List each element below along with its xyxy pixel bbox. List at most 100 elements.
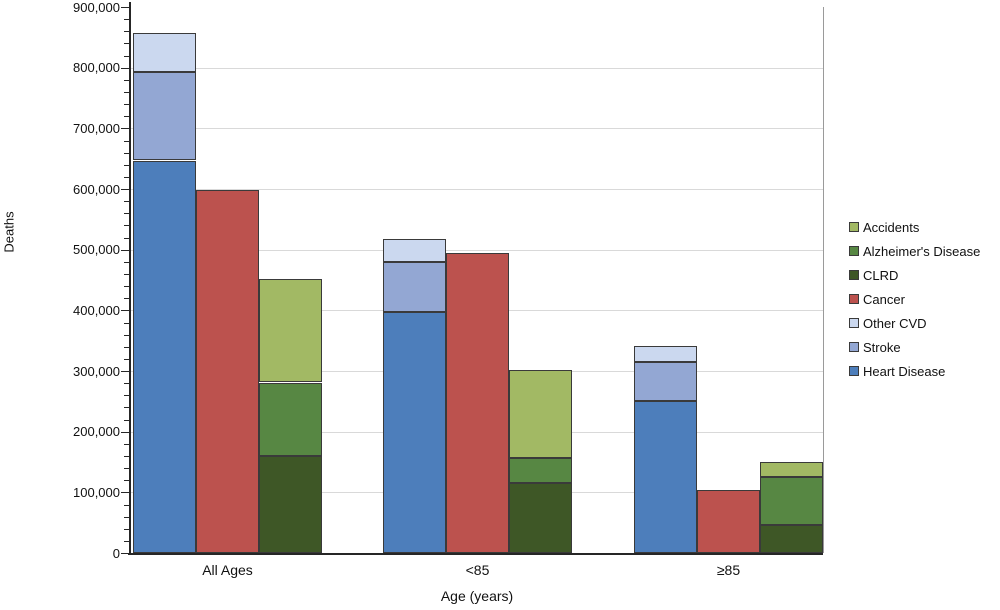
bar-segment-heart-disease	[634, 400, 697, 553]
y-minor-tick	[124, 273, 129, 275]
y-minor-tick	[124, 237, 129, 239]
y-tick-label: 400,000	[73, 302, 120, 318]
legend-item-other-cvd: Other CVD	[849, 315, 980, 331]
y-tick-label: 100,000	[73, 484, 120, 500]
y-tick-label: 900,000	[73, 0, 120, 15]
y-minor-tick	[124, 419, 129, 421]
y-major-tick	[121, 492, 129, 494]
y-minor-tick	[124, 104, 129, 106]
y-tick-label: 0	[112, 545, 120, 561]
y-minor-tick	[124, 116, 129, 118]
bar-segment-alzheimer-s-disease	[259, 382, 322, 456]
legend-item-clrd: CLRD	[849, 267, 980, 283]
y-major-tick	[121, 553, 129, 554]
y-major-tick	[121, 189, 129, 190]
y-minor-tick	[124, 152, 129, 154]
y-minor-tick	[124, 176, 129, 178]
y-major-tick	[121, 7, 129, 8]
legend-item-heart-disease: Heart Disease	[849, 363, 980, 379]
bar-segment-other-cvd	[634, 346, 697, 362]
gridline	[130, 67, 823, 69]
y-minor-tick	[124, 383, 129, 385]
y-axis-line	[129, 2, 131, 553]
x-category-label: <85	[465, 562, 490, 578]
y-minor-tick	[124, 225, 129, 227]
y-minor-tick	[124, 358, 129, 360]
legend-item-stroke: Stroke	[849, 339, 980, 355]
y-major-tick	[121, 128, 129, 130]
y-tick-label: 300,000	[73, 363, 120, 379]
y-minor-tick	[124, 528, 129, 530]
legend-label: Accidents	[863, 219, 920, 235]
bar-segment-clrd	[259, 455, 322, 553]
y-minor-tick	[124, 31, 129, 33]
y-minor-tick	[124, 407, 129, 409]
y-major-tick	[121, 67, 129, 69]
legend-swatch-icon	[849, 366, 859, 376]
y-minor-tick	[124, 455, 129, 457]
x-axis-line	[128, 553, 823, 555]
y-minor-tick	[124, 346, 129, 348]
bar-segment-cancer	[446, 252, 509, 553]
y-minor-tick	[124, 322, 129, 324]
x-category-label: ≥85	[716, 562, 741, 578]
y-minor-tick	[124, 201, 129, 203]
legend-item-accidents: Accidents	[849, 219, 980, 235]
legend-swatch-icon	[849, 270, 859, 280]
gridline	[130, 189, 823, 190]
y-minor-tick	[124, 164, 129, 166]
y-minor-tick	[124, 504, 129, 506]
bar-segment-alzheimer-s-disease	[509, 457, 572, 484]
legend-label: Stroke	[863, 339, 901, 355]
bar-segment-heart-disease	[133, 160, 196, 553]
y-minor-tick	[124, 468, 129, 470]
y-tick-label: 700,000	[73, 120, 120, 136]
bar-segment-clrd	[760, 525, 823, 553]
legend-swatch-icon	[849, 294, 859, 304]
legend-label: Cancer	[863, 291, 905, 307]
y-minor-tick	[124, 516, 129, 518]
y-axis-title: Deaths	[1, 211, 17, 253]
bar-segment-stroke	[133, 71, 196, 161]
y-minor-tick	[124, 91, 129, 93]
bar-segment-clrd	[509, 483, 572, 553]
bar-segment-cancer	[196, 189, 259, 553]
y-minor-tick	[124, 334, 129, 336]
bar-segment-alzheimer-s-disease	[760, 476, 823, 526]
legend-swatch-icon	[849, 342, 859, 352]
legend-item-cancer: Cancer	[849, 291, 980, 307]
bar-segment-other-cvd	[133, 32, 196, 72]
bar-segment-accidents	[509, 369, 572, 458]
y-minor-tick	[124, 19, 129, 21]
y-tick-label: 200,000	[73, 424, 120, 440]
y-minor-tick	[124, 443, 129, 445]
y-major-tick	[121, 431, 129, 433]
legend-swatch-icon	[849, 246, 859, 256]
y-tick-label: 500,000	[73, 242, 120, 258]
legend: Accidents Alzheimer's Disease CLRD Cancer Ot…	[849, 220, 980, 388]
y-minor-tick	[124, 213, 129, 215]
y-tick-label: 600,000	[73, 181, 120, 197]
y-minor-tick	[124, 298, 129, 300]
legend-label: CLRD	[863, 267, 899, 283]
y-major-tick	[121, 310, 129, 312]
gridline	[130, 249, 823, 251]
y-tick-label: 800,000	[73, 60, 120, 76]
legend-label: Heart Disease	[863, 363, 946, 379]
bar-segment-cancer	[697, 489, 760, 553]
y-minor-tick	[124, 140, 129, 142]
bar-segment-heart-disease	[383, 312, 446, 553]
legend-label: Other CVD	[863, 315, 927, 331]
bar-segment-stroke	[634, 361, 697, 401]
y-minor-tick	[124, 43, 129, 45]
gridline	[130, 128, 823, 130]
legend-item-alzheimer-s-disease: Alzheimer's Disease	[849, 244, 980, 259]
bar-segment-accidents	[259, 279, 322, 383]
legend-swatch-icon	[849, 222, 859, 232]
x-axis-title: Age (years)	[440, 588, 514, 604]
legend-swatch-icon	[849, 318, 859, 328]
bar-segment-other-cvd	[383, 238, 446, 263]
bar-segment-stroke	[383, 262, 446, 313]
y-minor-tick	[124, 79, 129, 81]
